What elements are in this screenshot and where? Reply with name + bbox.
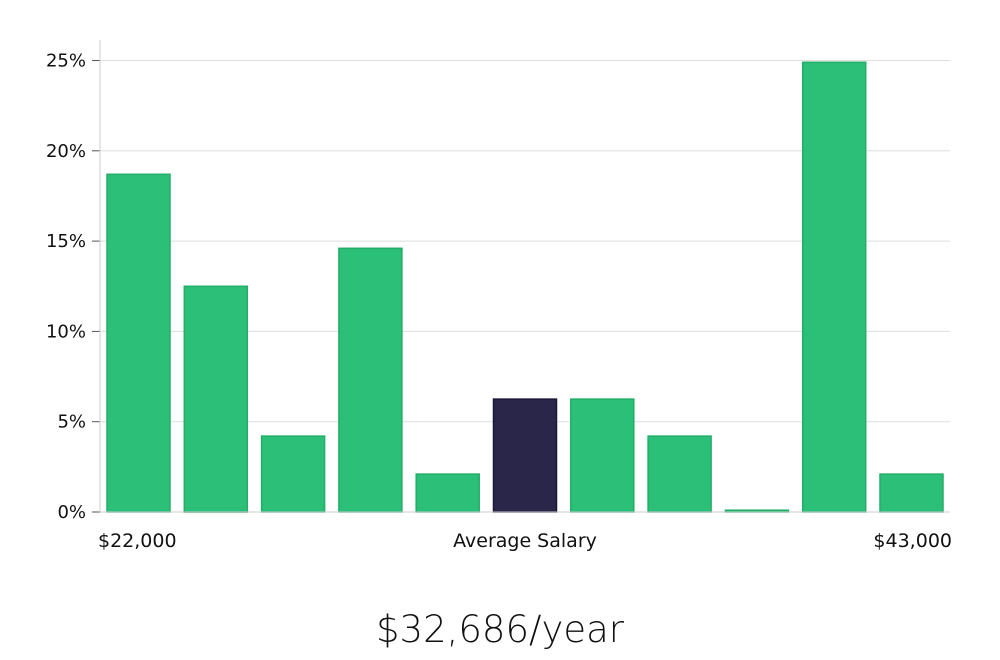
bar-average-salary	[492, 398, 558, 513]
bar	[106, 173, 171, 513]
y-tick-label: 0%	[57, 502, 86, 523]
x-label-left: $22,000	[98, 530, 177, 552]
average-salary-value: $32,686/year	[375, 608, 624, 651]
salary-histogram: 0%5%10%15%20%25% $22,000 Average Salary …	[46, 40, 952, 552]
y-tick-labels: 0% 5% 10% 15% 20% 25%	[46, 51, 100, 523]
y-tick-label: 10%	[46, 321, 86, 342]
bar	[415, 473, 480, 513]
bar	[338, 247, 403, 513]
bar	[570, 398, 635, 513]
bar	[647, 435, 712, 513]
x-label-center: Average Salary	[453, 530, 597, 552]
y-tick-label: 25%	[46, 51, 86, 72]
bars	[106, 61, 944, 513]
y-tick-label: 20%	[46, 141, 86, 162]
y-tick-label: 15%	[46, 231, 86, 252]
bar	[183, 285, 249, 513]
bar	[801, 61, 867, 513]
bar	[879, 473, 944, 513]
bar	[260, 435, 326, 513]
y-tick-label: 5%	[57, 412, 86, 433]
x-label-right: $43,000	[873, 530, 952, 552]
